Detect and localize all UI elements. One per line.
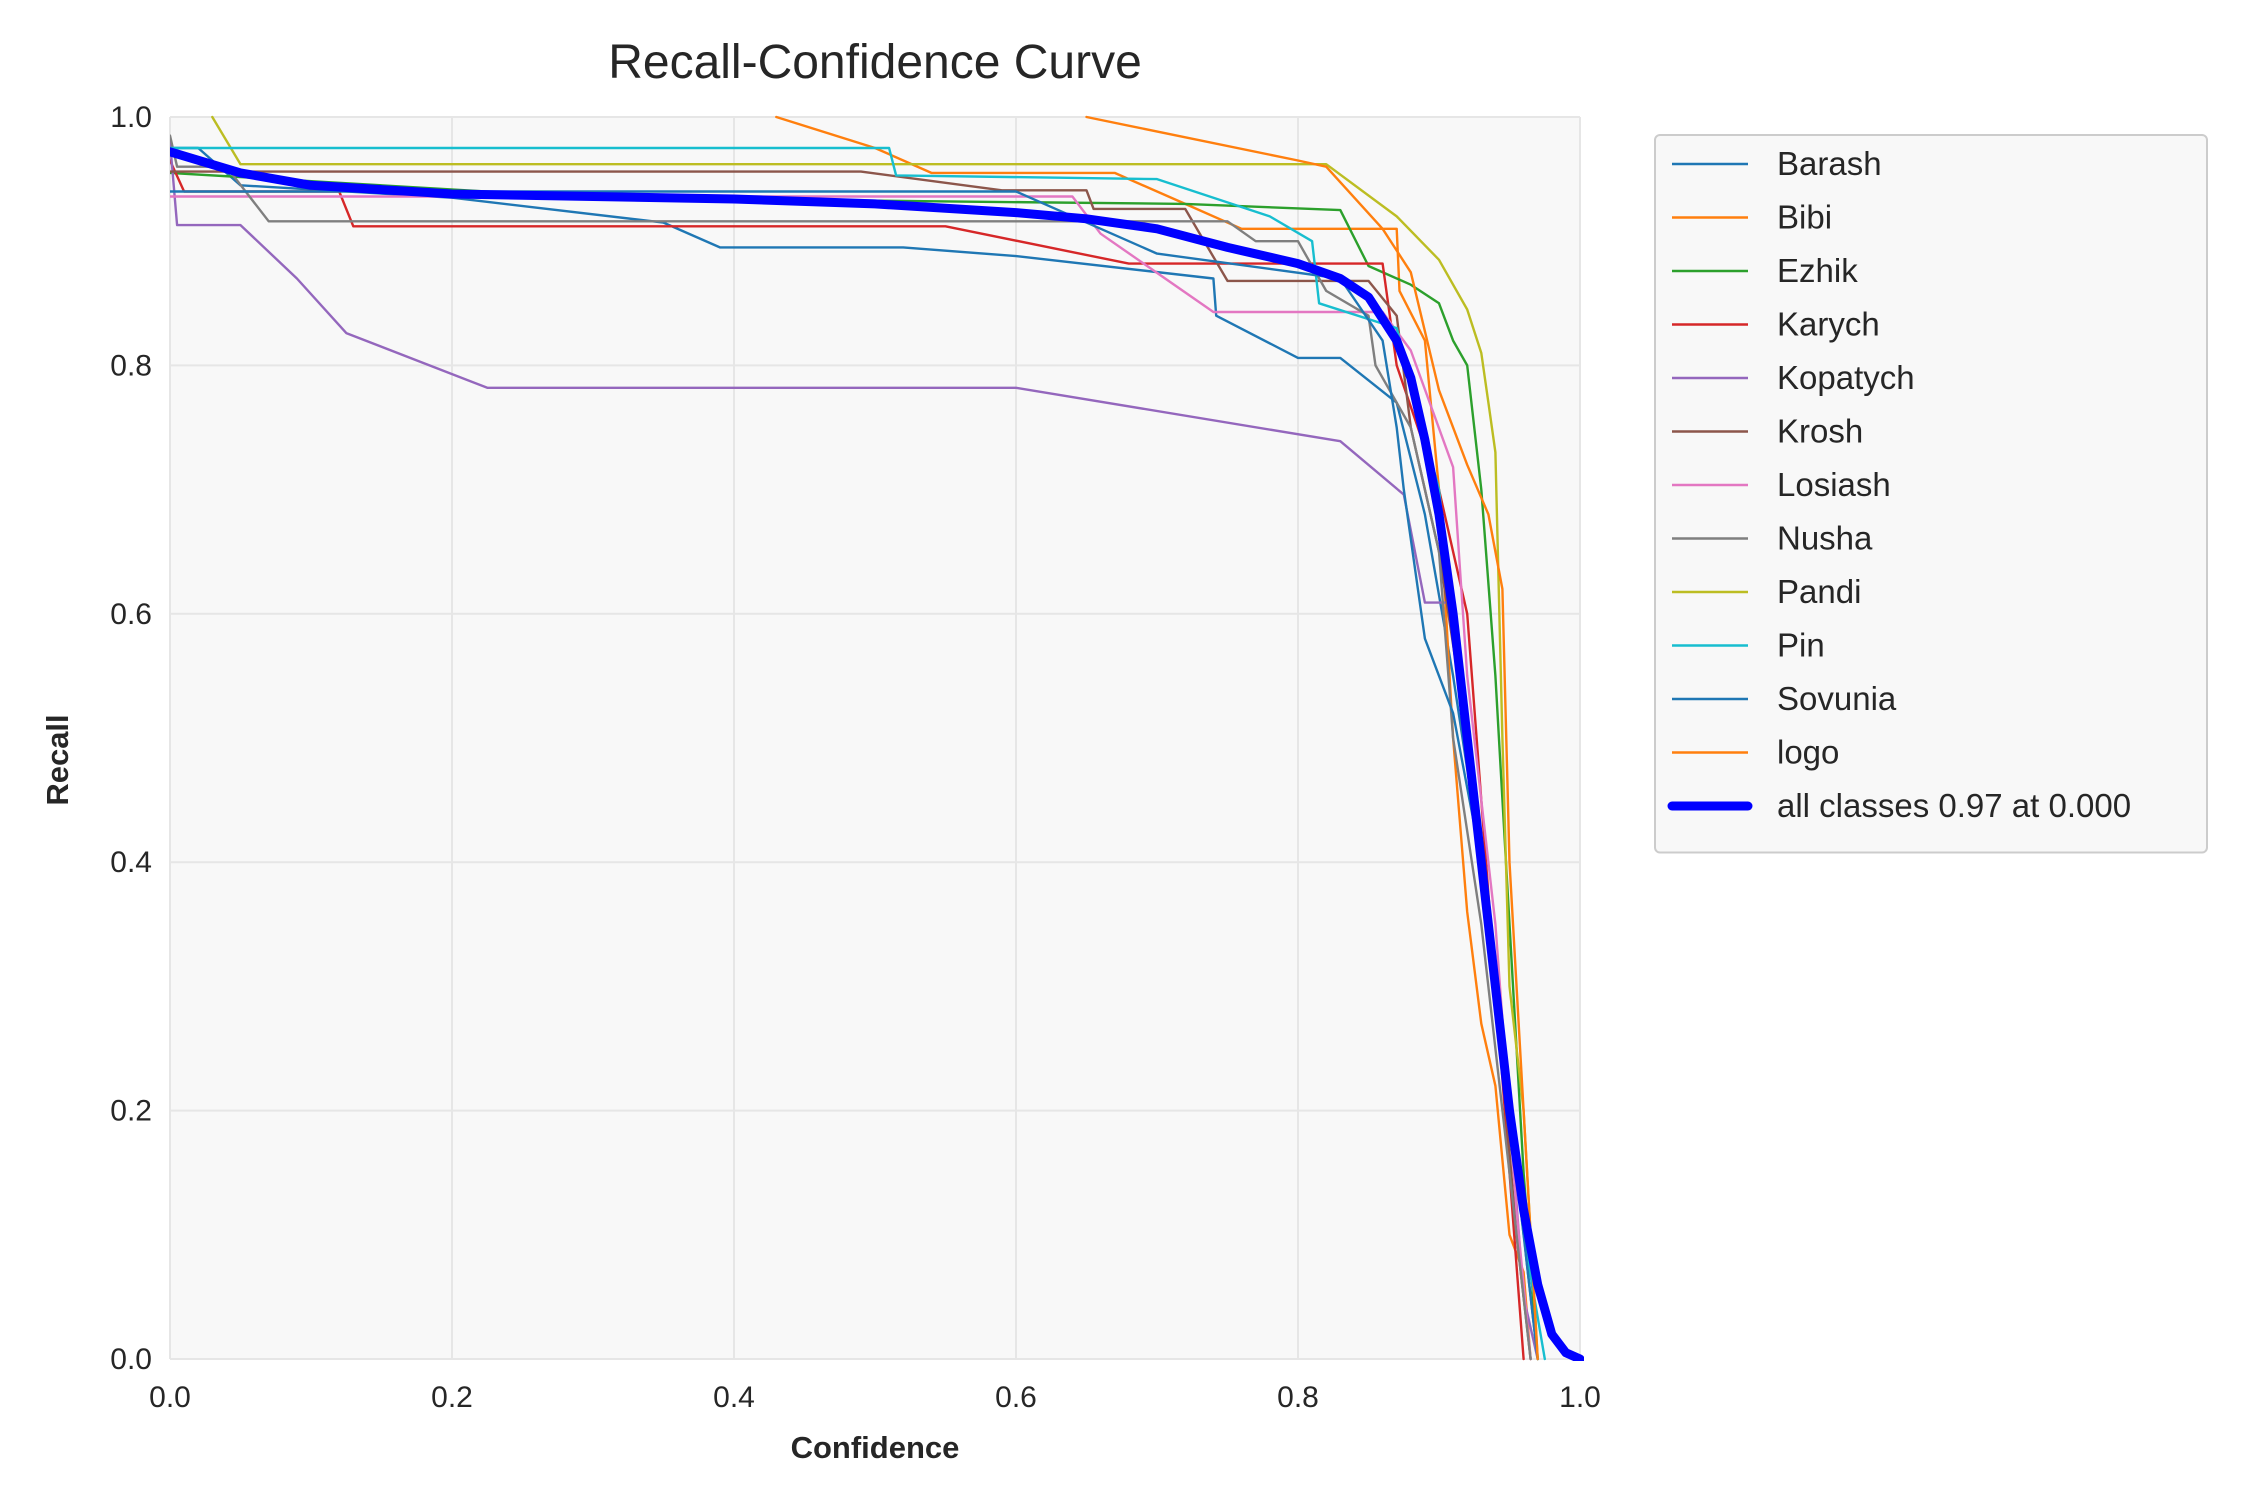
legend-label: Barash	[1777, 145, 1882, 182]
legend-label: Sovunia	[1777, 680, 1897, 717]
plot-background	[170, 117, 1580, 1359]
series-line-pandi	[211, 115, 1539, 1361]
legend-label: Krosh	[1777, 413, 1863, 450]
y-tick-label: 0.6	[110, 598, 152, 631]
x-axis-label: Confidence	[791, 1430, 960, 1465]
x-tick-label: 0.2	[431, 1381, 473, 1414]
legend-label: Losiash	[1777, 466, 1891, 503]
plot-area: 0.0 0.2 0.4 0.6 0.8 1.0 0.0 0.2 0.4 0.6 0.8 1.0	[110, 101, 1601, 1414]
series-line-nusha	[170, 134, 1532, 1361]
x-tick-label: 0.8	[1277, 1381, 1319, 1414]
y-tick-label: 0.4	[110, 846, 152, 879]
legend-label: Kopatych	[1777, 359, 1915, 396]
y-tick-label: 0.8	[110, 349, 152, 382]
series-line-all-classes-0-97-at-0-000	[170, 147, 1584, 1361]
x-tick-label: 0.4	[713, 1381, 755, 1414]
series-lines	[170, 115, 1584, 1361]
legend-label: Pin	[1777, 627, 1825, 664]
legend-label: Ezhik	[1777, 252, 1858, 289]
legend-label: logo	[1777, 734, 1839, 771]
y-axis-label: Recall	[40, 714, 75, 805]
chart-title: Recall-Confidence Curve	[608, 36, 1142, 89]
series-line-bibi	[775, 115, 1532, 1361]
x-tick-label: 0.6	[995, 1381, 1037, 1414]
legend-box	[1654, 134, 2208, 854]
x-tick-label: 1.0	[1559, 1381, 1601, 1414]
legend-label: Bibi	[1777, 199, 1832, 236]
series-line-logo	[1085, 115, 1539, 1361]
y-tick-label: 0.2	[110, 1095, 152, 1128]
y-tick-label: 0.0	[110, 1343, 152, 1376]
legend-label: Pandi	[1777, 573, 1861, 610]
legend: Barash Bibi Ezhik Karych Kopatych Krosh Losias…	[1654, 134, 2208, 854]
legend-label: Nusha	[1777, 520, 1873, 557]
legend-label: all classes 0.97 at 0.000	[1777, 787, 2131, 824]
y-tick-label: 1.0	[110, 101, 152, 134]
legend-label: Karych	[1777, 306, 1880, 343]
x-tick-label: 0.0	[149, 1381, 191, 1414]
